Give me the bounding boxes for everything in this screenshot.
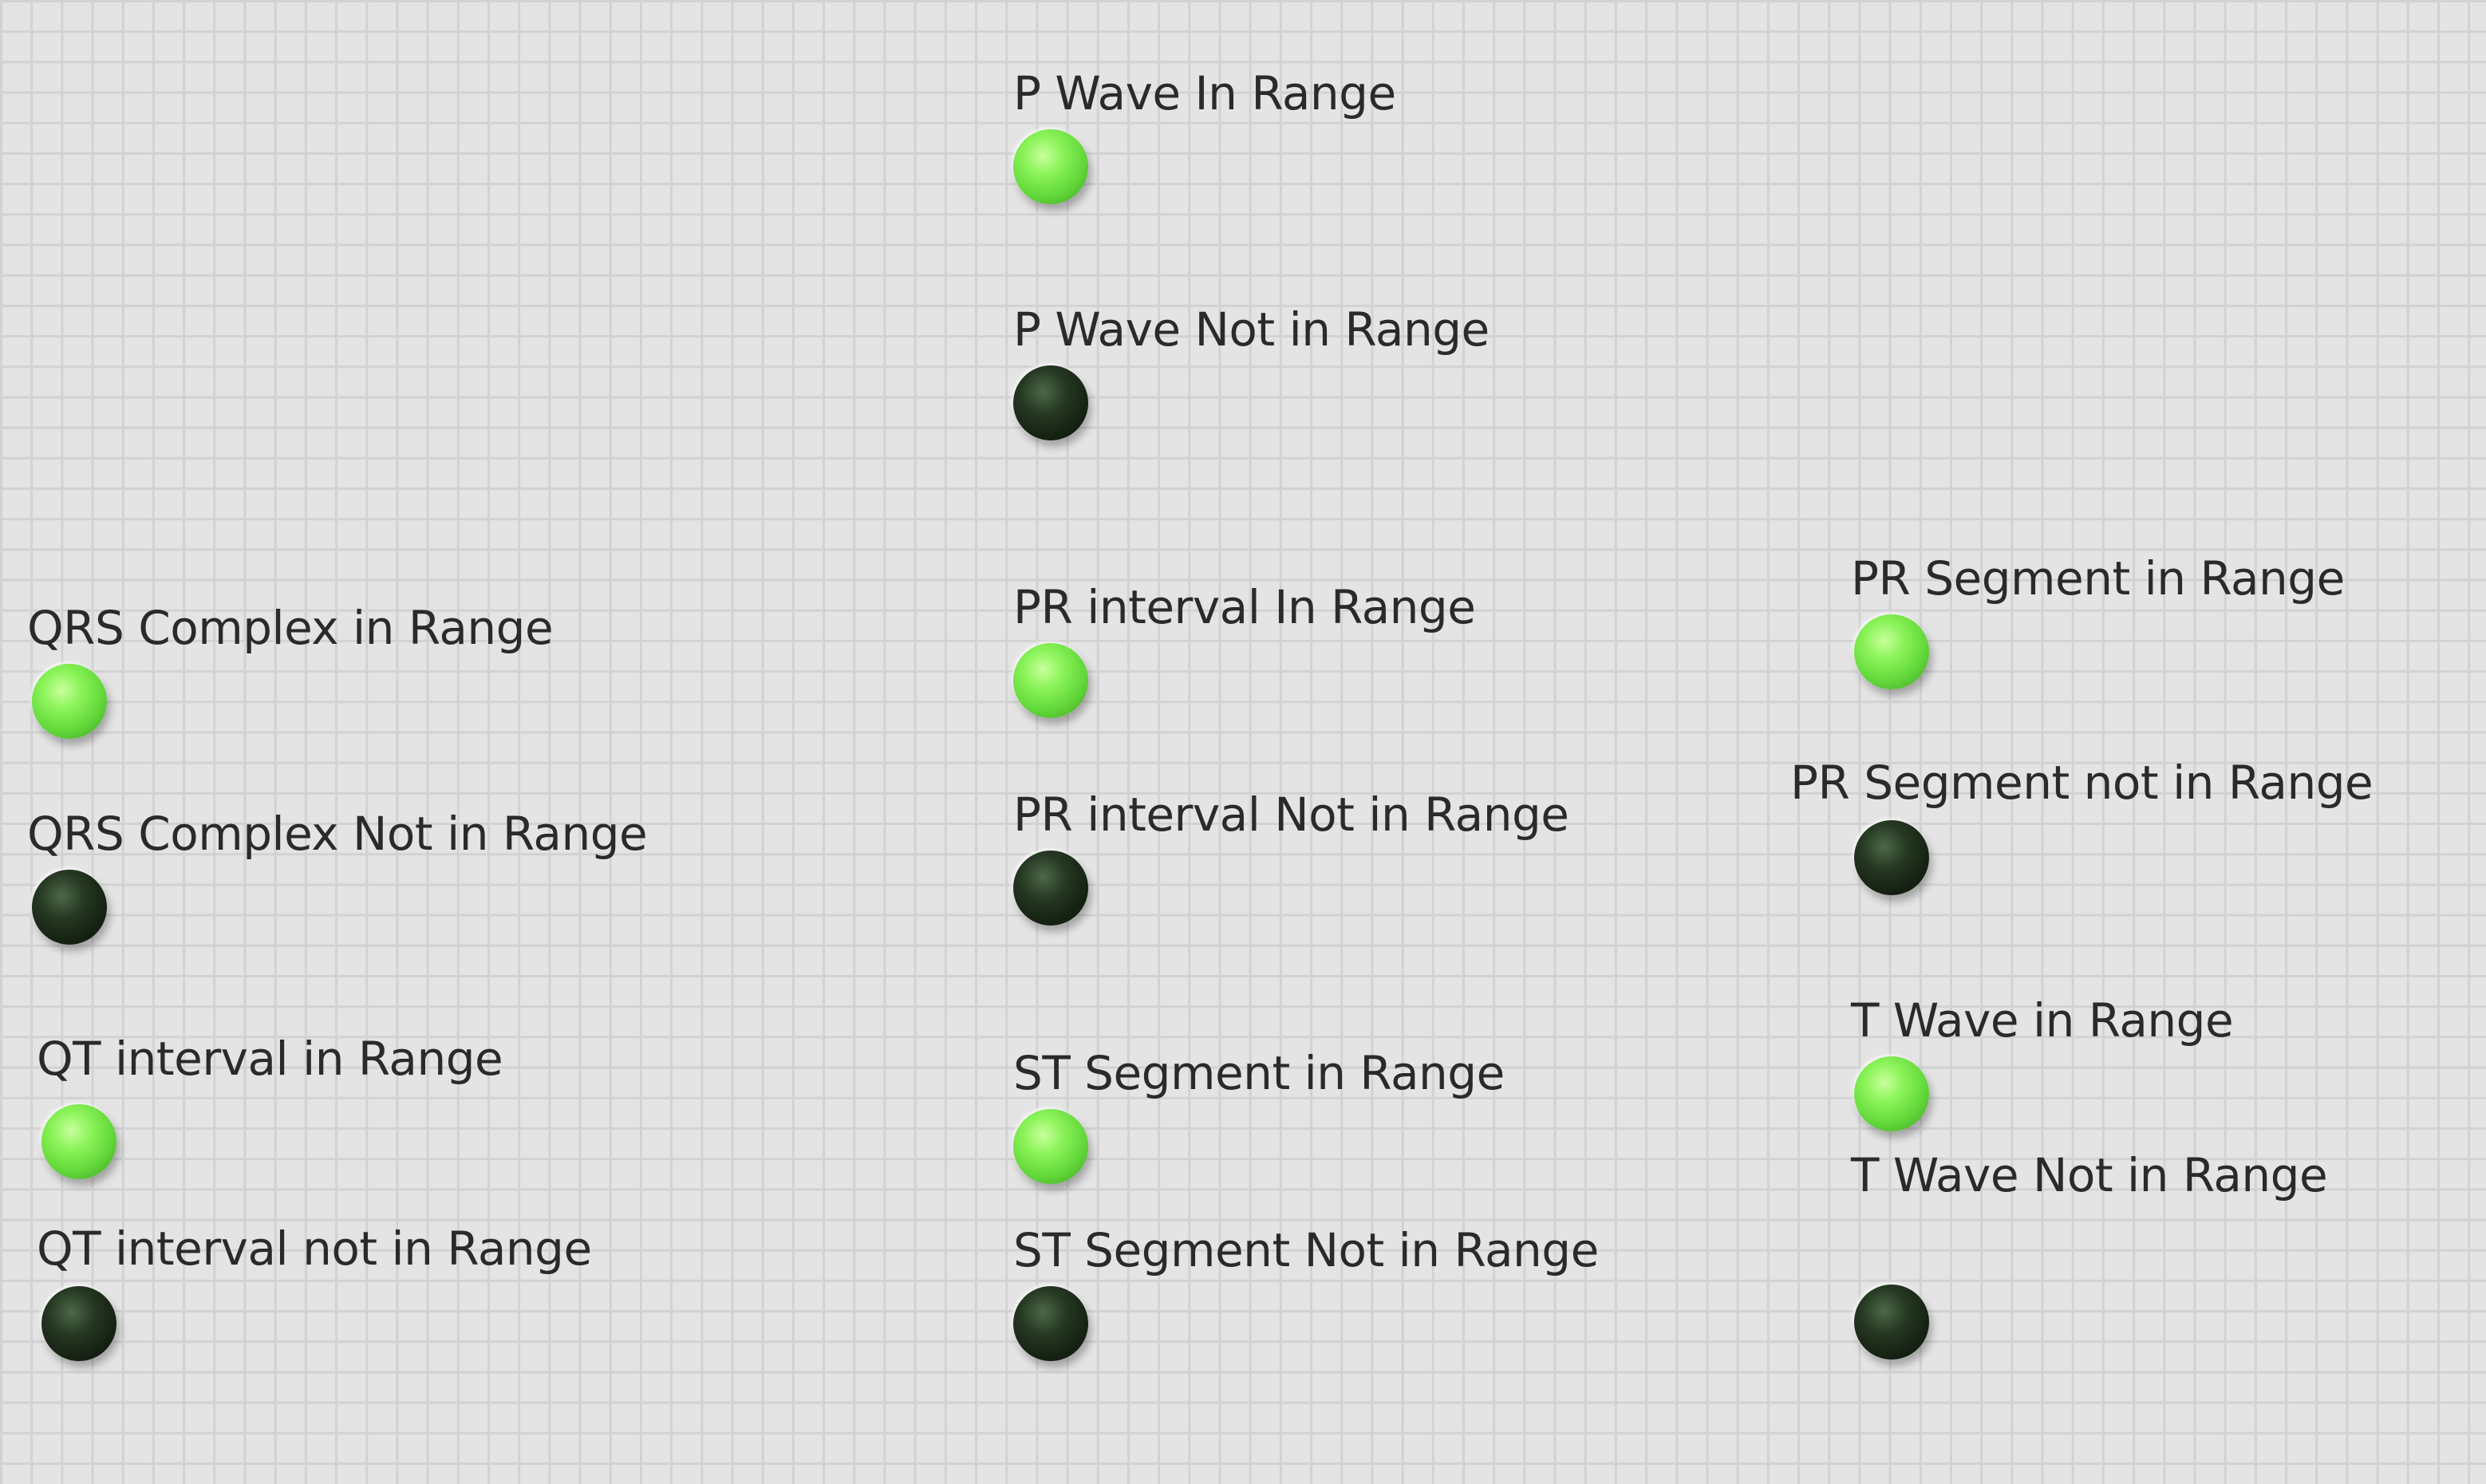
- led-indicator[interactable]: [1013, 643, 1088, 718]
- led-indicator[interactable]: [1013, 129, 1088, 204]
- led-indicator[interactable]: [1854, 820, 1929, 895]
- led-indicator[interactable]: [1013, 851, 1088, 926]
- led-indicator[interactable]: [41, 1286, 116, 1361]
- indicator-label: ST Segment Not in Range: [1013, 1223, 1599, 1277]
- indicator-label: T Wave Not in Range: [1851, 1148, 2328, 1202]
- indicator-label: QT interval in Range: [37, 1032, 503, 1086]
- indicator-label: QRS Complex Not in Range: [27, 807, 648, 861]
- indicator-label: P Wave Not in Range: [1013, 302, 1490, 357]
- indicator-label: PR interval In Range: [1013, 580, 1476, 634]
- led-indicator[interactable]: [1854, 1056, 1929, 1131]
- led-indicator[interactable]: [1013, 1109, 1088, 1184]
- led-indicator[interactable]: [1854, 614, 1929, 689]
- led-indicator[interactable]: [1013, 1286, 1088, 1361]
- indicator-label: PR Segment not in Range: [1790, 756, 2374, 810]
- indicator-label: T Wave in Range: [1851, 993, 2234, 1048]
- led-indicator[interactable]: [32, 664, 107, 739]
- indicator-label: QT interval not in Range: [37, 1222, 592, 1276]
- indicator-label: ST Segment in Range: [1013, 1046, 1505, 1100]
- led-indicator[interactable]: [41, 1104, 116, 1179]
- led-indicator[interactable]: [32, 870, 107, 945]
- indicator-label: P Wave In Range: [1013, 66, 1396, 120]
- led-indicator[interactable]: [1013, 365, 1088, 440]
- led-indicator[interactable]: [1854, 1285, 1929, 1360]
- indicator-label: PR interval Not in Range: [1013, 787, 1569, 842]
- indicator-label: PR Segment in Range: [1851, 551, 2345, 606]
- indicator-label: QRS Complex in Range: [27, 601, 554, 655]
